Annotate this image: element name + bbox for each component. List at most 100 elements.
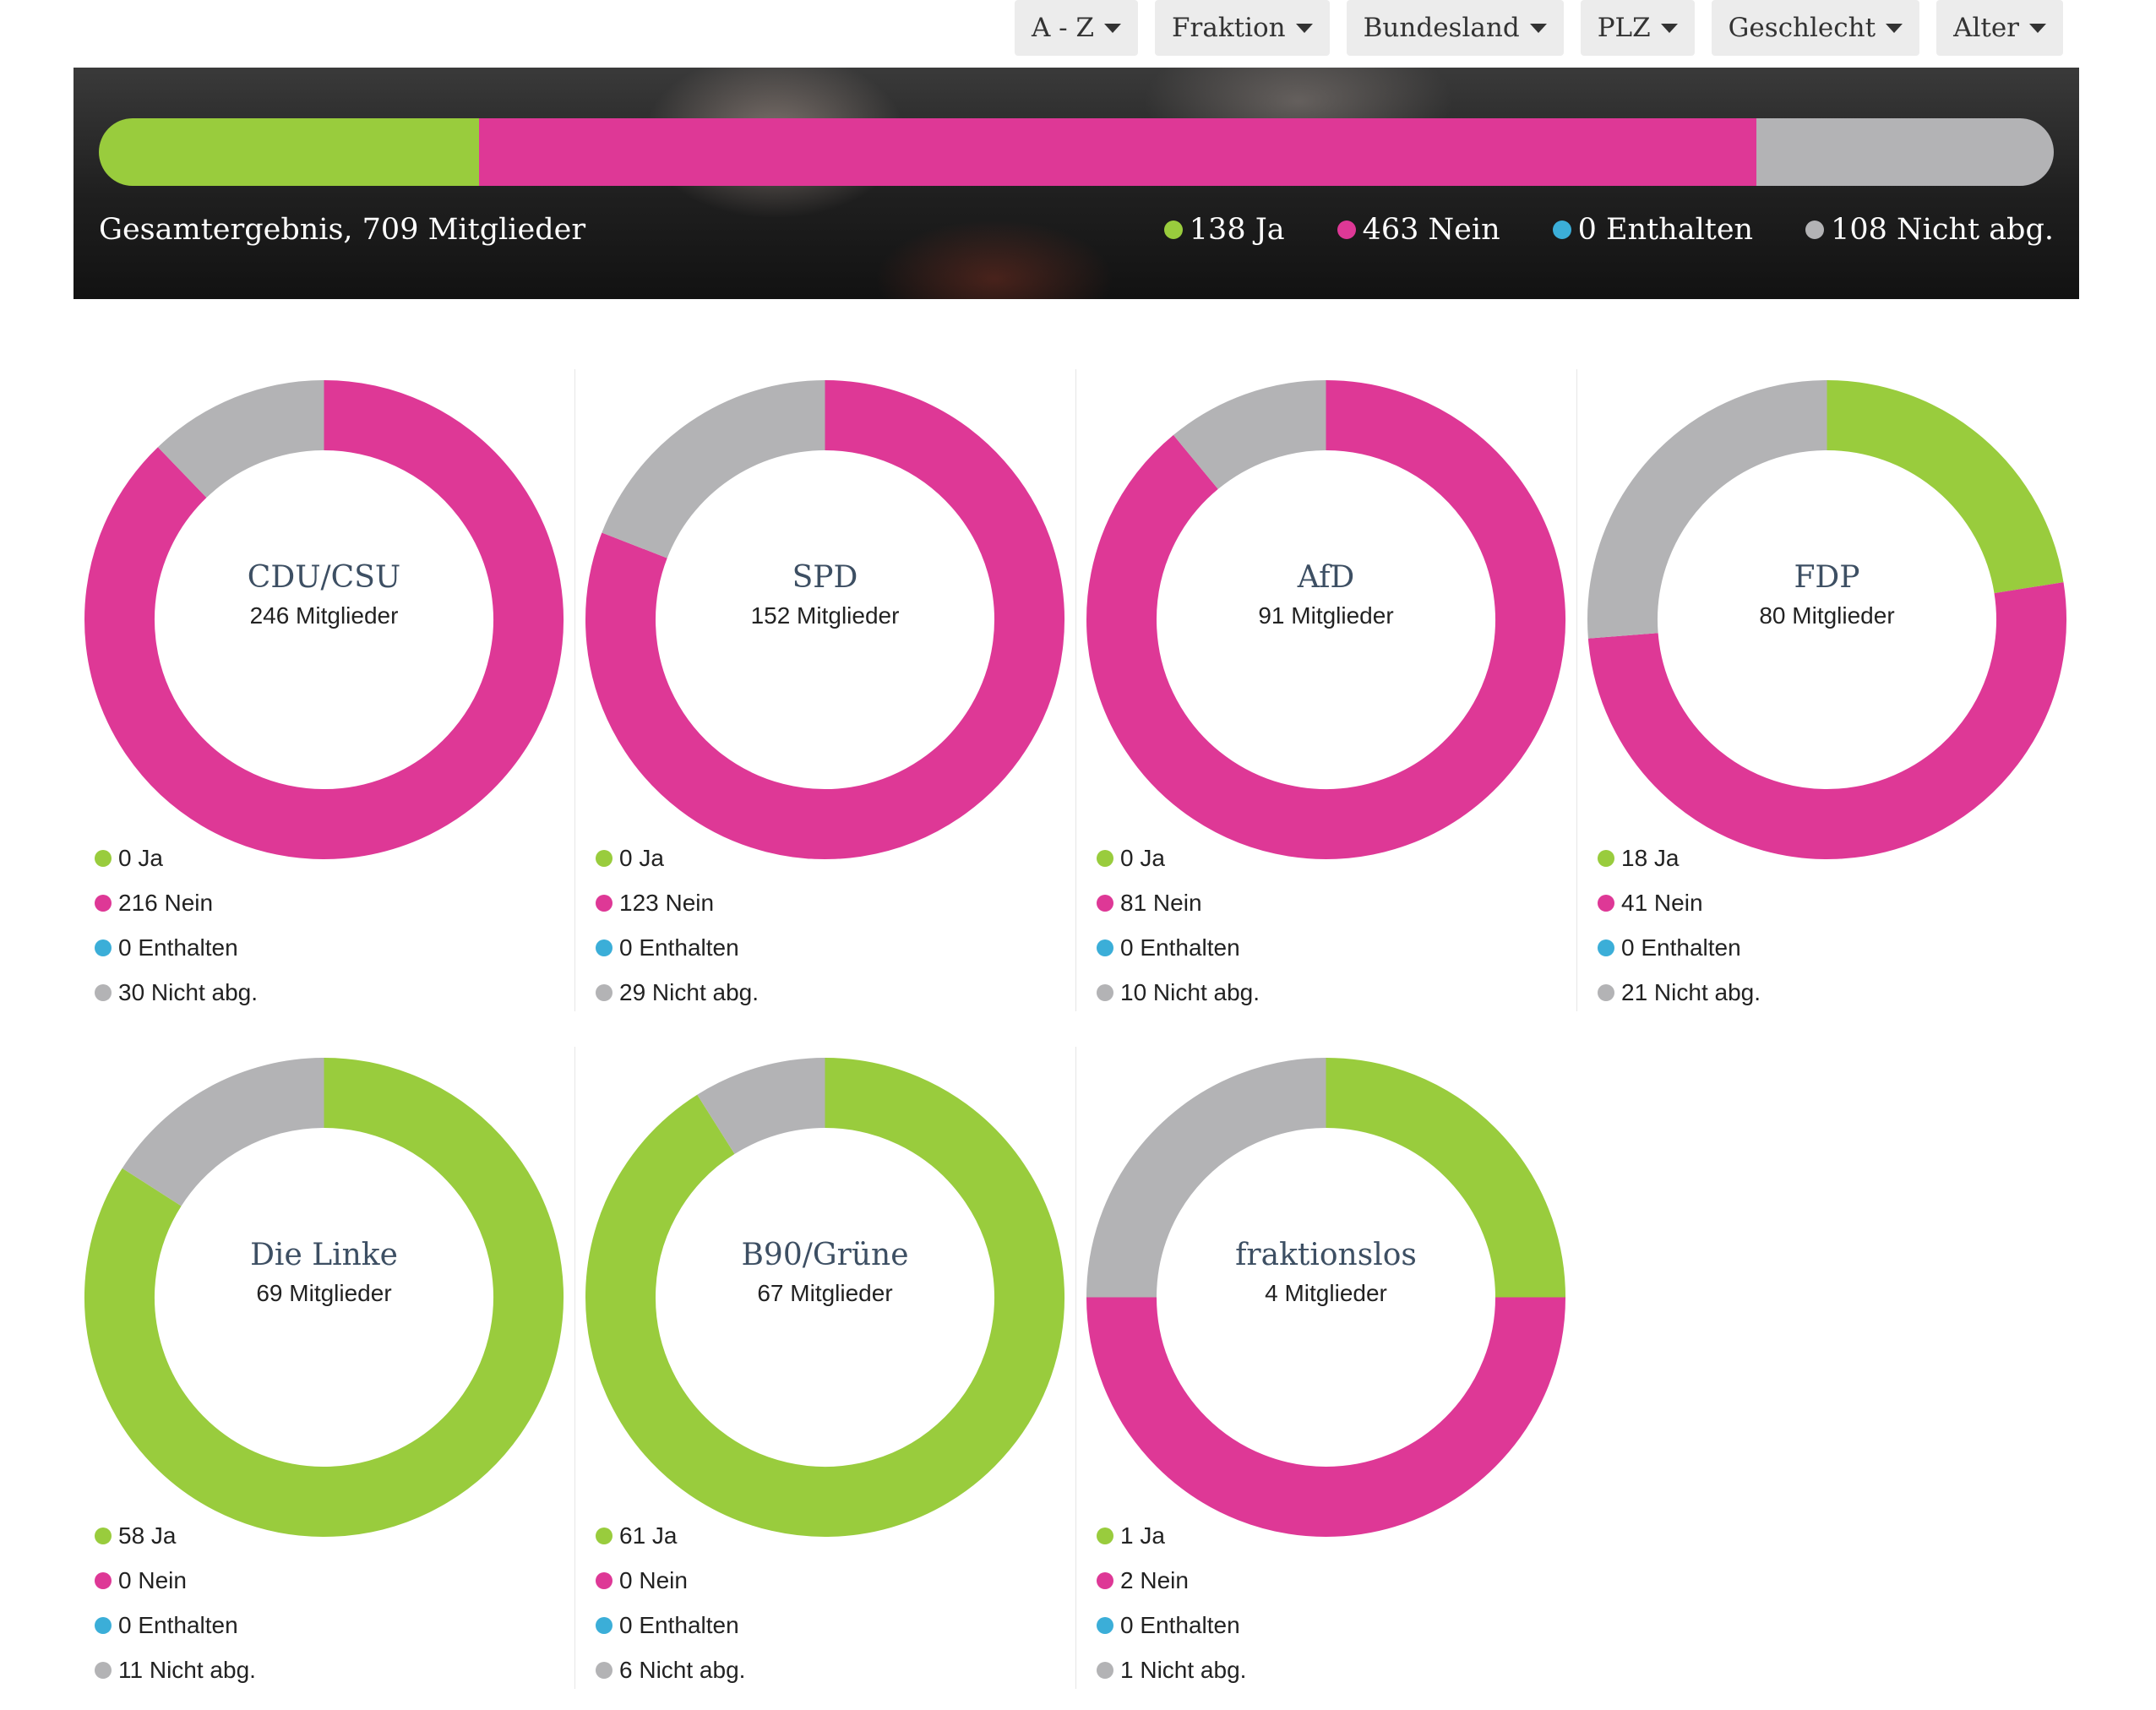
donut-slice-ja [585,1058,1064,1537]
party-member-count: 246 Mitglieder [249,602,399,629]
donut-slice-ja [1826,380,2064,594]
donut-slice-nein [1086,380,1565,859]
nein-dot [1097,894,1113,912]
party-card: FDP 80 Mitglieder 18 Ja 41 Nein 0 Enthalten 2… [1576,369,2077,1011]
party-donut-chart [585,380,1064,859]
legend-item-nein: 0 Nein [95,1558,256,1603]
donut-slice-nicht-abg [1086,1058,1327,1299]
enthalten-dot [1598,939,1614,956]
enthalten-dot [596,939,612,956]
enthalten-dot [596,1616,612,1634]
legend-item-enthalten: 0 Enthalten [1097,1603,1246,1647]
total-result-bar [99,118,2054,186]
party-donut-chart [1086,1058,1565,1537]
legend-item-enthalten: 0 Enthalten [596,1603,745,1647]
legend-item-enthalten: 0 Enthalten [596,925,759,970]
ja-dot [596,1527,612,1544]
donut-slice-nein [1086,1297,1565,1537]
legend-label: 81 Nein [1120,889,1202,916]
legend-item-ja: 1 Ja [1097,1513,1246,1558]
legend-item-ja: 0 Ja [1097,836,1260,880]
filter-bundesland-button[interactable]: Bundesland [1346,0,1564,56]
caret-down-icon [1104,23,1122,33]
party-name: AfD [1297,560,1355,595]
legend-item-enthalten: 0 Enthalten [95,925,258,970]
filter-bar: A - Z Fraktion Bundesland PLZ Geschlecht… [1014,0,2063,56]
total-bar-segment-ja [99,118,480,186]
party-member-count: 69 Mitglieder [256,1280,392,1306]
legend-item-nicht-abg: 30 Nicht abg. [95,970,258,1015]
nein-dot [95,1571,112,1589]
legend-label: 21 Nicht abg. [1621,978,1761,1005]
legend-label: 0 Ja [619,844,664,871]
legend-item-nicht-abg: 1 Nicht abg. [1097,1647,1246,1692]
party-name: B90/Grüne [741,1238,909,1272]
party-member-count: 91 Mitglieder [1258,602,1394,629]
legend-item-ja: 0 Ja [596,836,759,880]
filter-alter-button[interactable]: Alter [1936,0,2063,56]
total-legend: 138 Ja 463 Nein 0 Enthalten 108 Nicht ab… [1163,213,2054,247]
party-card: AfD 91 Mitglieder 0 Ja 81 Nein 0 Enthalten 10… [1075,369,1577,1011]
party-card: SPD 152 Mitglieder 0 Ja 123 Nein 0 Enthalten… [574,369,1076,1011]
nein-dot [1097,1571,1113,1589]
total-legend-ja: 138 Ja [1163,213,1285,247]
nein-dot [95,894,112,912]
ja-dot [1163,221,1183,239]
filter-az-button[interactable]: A - Z [1014,0,1139,56]
filter-plz-button[interactable]: PLZ [1580,0,1695,56]
legend-label: 0 Enthalten [1621,934,1741,961]
nicht-abg-dot [1097,983,1113,1001]
legend-label: 41 Nein [1621,889,1703,916]
legend-label: 10 Nicht abg. [1120,978,1260,1005]
party-donut-chart [1587,380,2066,859]
legend-label: 30 Nicht abg. [118,978,258,1005]
legend-label: 29 Nicht abg. [619,978,759,1005]
party-card: fraktionslos 4 Mitglieder 1 Ja 2 Nein 0 Enth… [1075,1047,1576,1689]
party-member-count: 80 Mitglieder [1759,602,1895,629]
total-legend-nein: 463 Nein [1337,213,1500,247]
nicht-abg-dot [1805,221,1825,239]
legend-label: 0 Enthalten [118,1611,238,1638]
legend-label: 123 Nein [619,889,715,916]
legend-label: 0 Enthalten [619,934,739,961]
party-card: Die Linke 69 Mitglieder 58 Ja 0 Nein 0 Entha… [74,1047,575,1689]
legend-item-nicht-abg: 10 Nicht abg. [1097,970,1260,1015]
legend-item-ja: 18 Ja [1598,836,1761,880]
filter-fraktion-button[interactable]: Fraktion [1155,0,1330,56]
nein-dot [596,894,612,912]
legend-label: 0 Nein [118,1566,187,1593]
legend-label: 0 Enthalten [118,934,238,961]
legend-label: 58 Ja [118,1522,177,1549]
nicht-abg-dot [1598,983,1614,1001]
caret-down-icon [1529,23,1547,33]
legend-label: 0 Ja [1120,844,1165,871]
party-legend: 18 Ja 41 Nein 0 Enthalten 21 Nicht abg. [1598,836,1761,1015]
total-result-title: Gesamtergebnis, 709 Mitglieder [99,213,586,247]
total-result-banner: Gesamtergebnis, 709 Mitglieder 138 Ja 46… [74,68,2079,299]
legend-item-nein: 81 Nein [1097,880,1260,925]
donut-slice-nein [585,380,1064,859]
legend-item-ja: 61 Ja [596,1513,745,1558]
caret-down-icon [2029,23,2046,33]
legend-item-nein: 41 Nein [1598,880,1761,925]
legend-label: 11 Nicht abg. [118,1656,256,1683]
enthalten-dot [95,939,112,956]
legend-item-nicht-abg: 21 Nicht abg. [1598,970,1761,1015]
total-legend-label: 463 Nein [1362,213,1500,247]
party-donut-chart [585,1058,1064,1537]
filter-geschlecht-button[interactable]: Geschlecht [1711,0,1920,56]
legend-item-enthalten: 0 Enthalten [1598,925,1761,970]
donut-slice-nicht-abg [1587,380,1828,639]
donut-slice-ja [1325,1058,1565,1299]
legend-item-enthalten: 0 Enthalten [1097,925,1260,970]
legend-label: 1 Nicht abg. [1120,1656,1247,1683]
donut-slice-nicht-abg [602,380,826,559]
legend-label: 2 Nein [1120,1566,1189,1593]
total-legend-label: 138 Ja [1189,213,1285,247]
party-member-count: 4 Mitglieder [1265,1280,1387,1306]
caret-down-icon [1886,23,1903,33]
party-name: SPD [792,560,858,595]
party-donut-chart [84,1058,564,1537]
total-legend-label: 108 Nicht abg. [1831,213,2054,247]
legend-item-ja: 0 Ja [95,836,258,880]
